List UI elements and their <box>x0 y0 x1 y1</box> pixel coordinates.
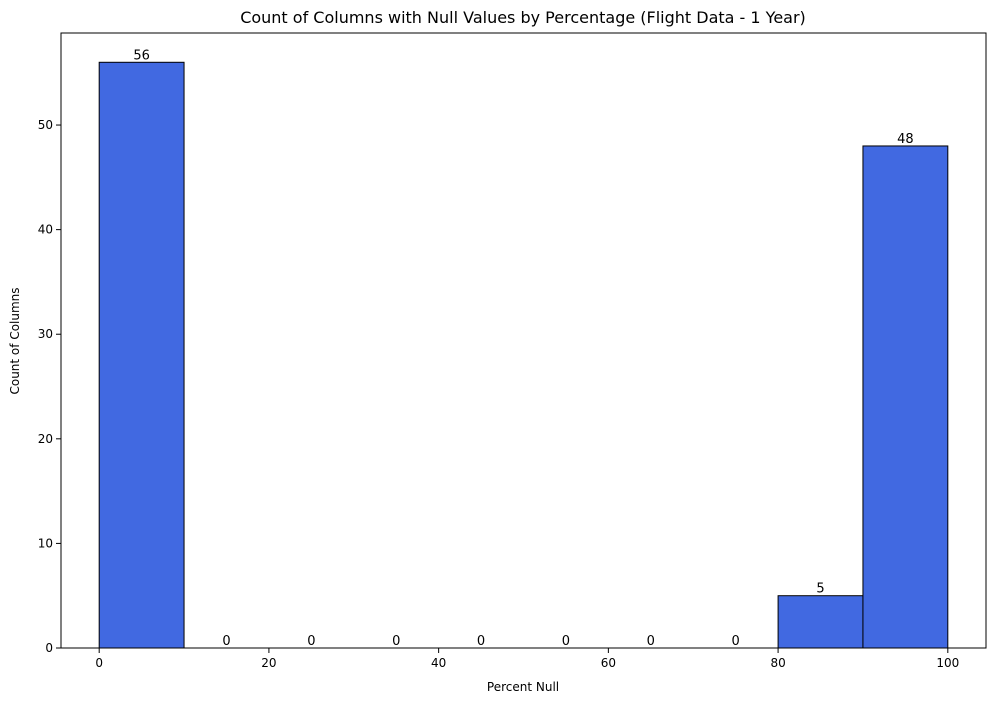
y-axis-label: Count of Columns <box>8 287 22 394</box>
bar-data-label: 0 <box>732 634 740 649</box>
bar-data-label: 0 <box>477 634 485 649</box>
x-tick-label: 40 <box>431 656 446 670</box>
plot-area: 56 0 0 0 0 0 0 0 5 48 <box>98 48 949 649</box>
bar-data-label: 0 <box>647 634 655 649</box>
x-axis-label: Percent Null <box>487 680 559 694</box>
x-axis: 0 20 40 60 80 100 <box>95 648 959 670</box>
bar-data-label: 0 <box>307 634 315 649</box>
histogram-bar <box>862 145 949 649</box>
bar-data-label: 56 <box>133 48 150 63</box>
y-tick-label: 50 <box>38 118 53 132</box>
bar-data-label: 48 <box>897 132 914 147</box>
chart-title: Count of Columns with Null Values by Per… <box>240 8 806 27</box>
y-tick-label: 20 <box>38 432 53 446</box>
x-tick-label: 60 <box>601 656 616 670</box>
x-tick-label: 0 <box>95 656 103 670</box>
x-tick-label: 20 <box>261 656 276 670</box>
x-tick-label: 80 <box>770 656 785 670</box>
y-tick-label: 0 <box>45 641 53 655</box>
y-tick-label: 30 <box>38 327 53 341</box>
plot-frame <box>60 32 987 649</box>
bar-data-label: 5 <box>816 582 824 597</box>
bar-data-label: 0 <box>562 634 570 649</box>
y-axis: 0 10 20 30 40 50 <box>38 118 61 655</box>
y-tick-label: 10 <box>38 536 53 550</box>
x-tick-label: 100 <box>936 656 959 670</box>
bar-data-label: 0 <box>392 634 400 649</box>
histogram-bar <box>98 61 185 649</box>
bar-data-label: 0 <box>222 634 230 649</box>
histogram-bar <box>777 595 864 649</box>
y-tick-label: 40 <box>38 223 53 237</box>
